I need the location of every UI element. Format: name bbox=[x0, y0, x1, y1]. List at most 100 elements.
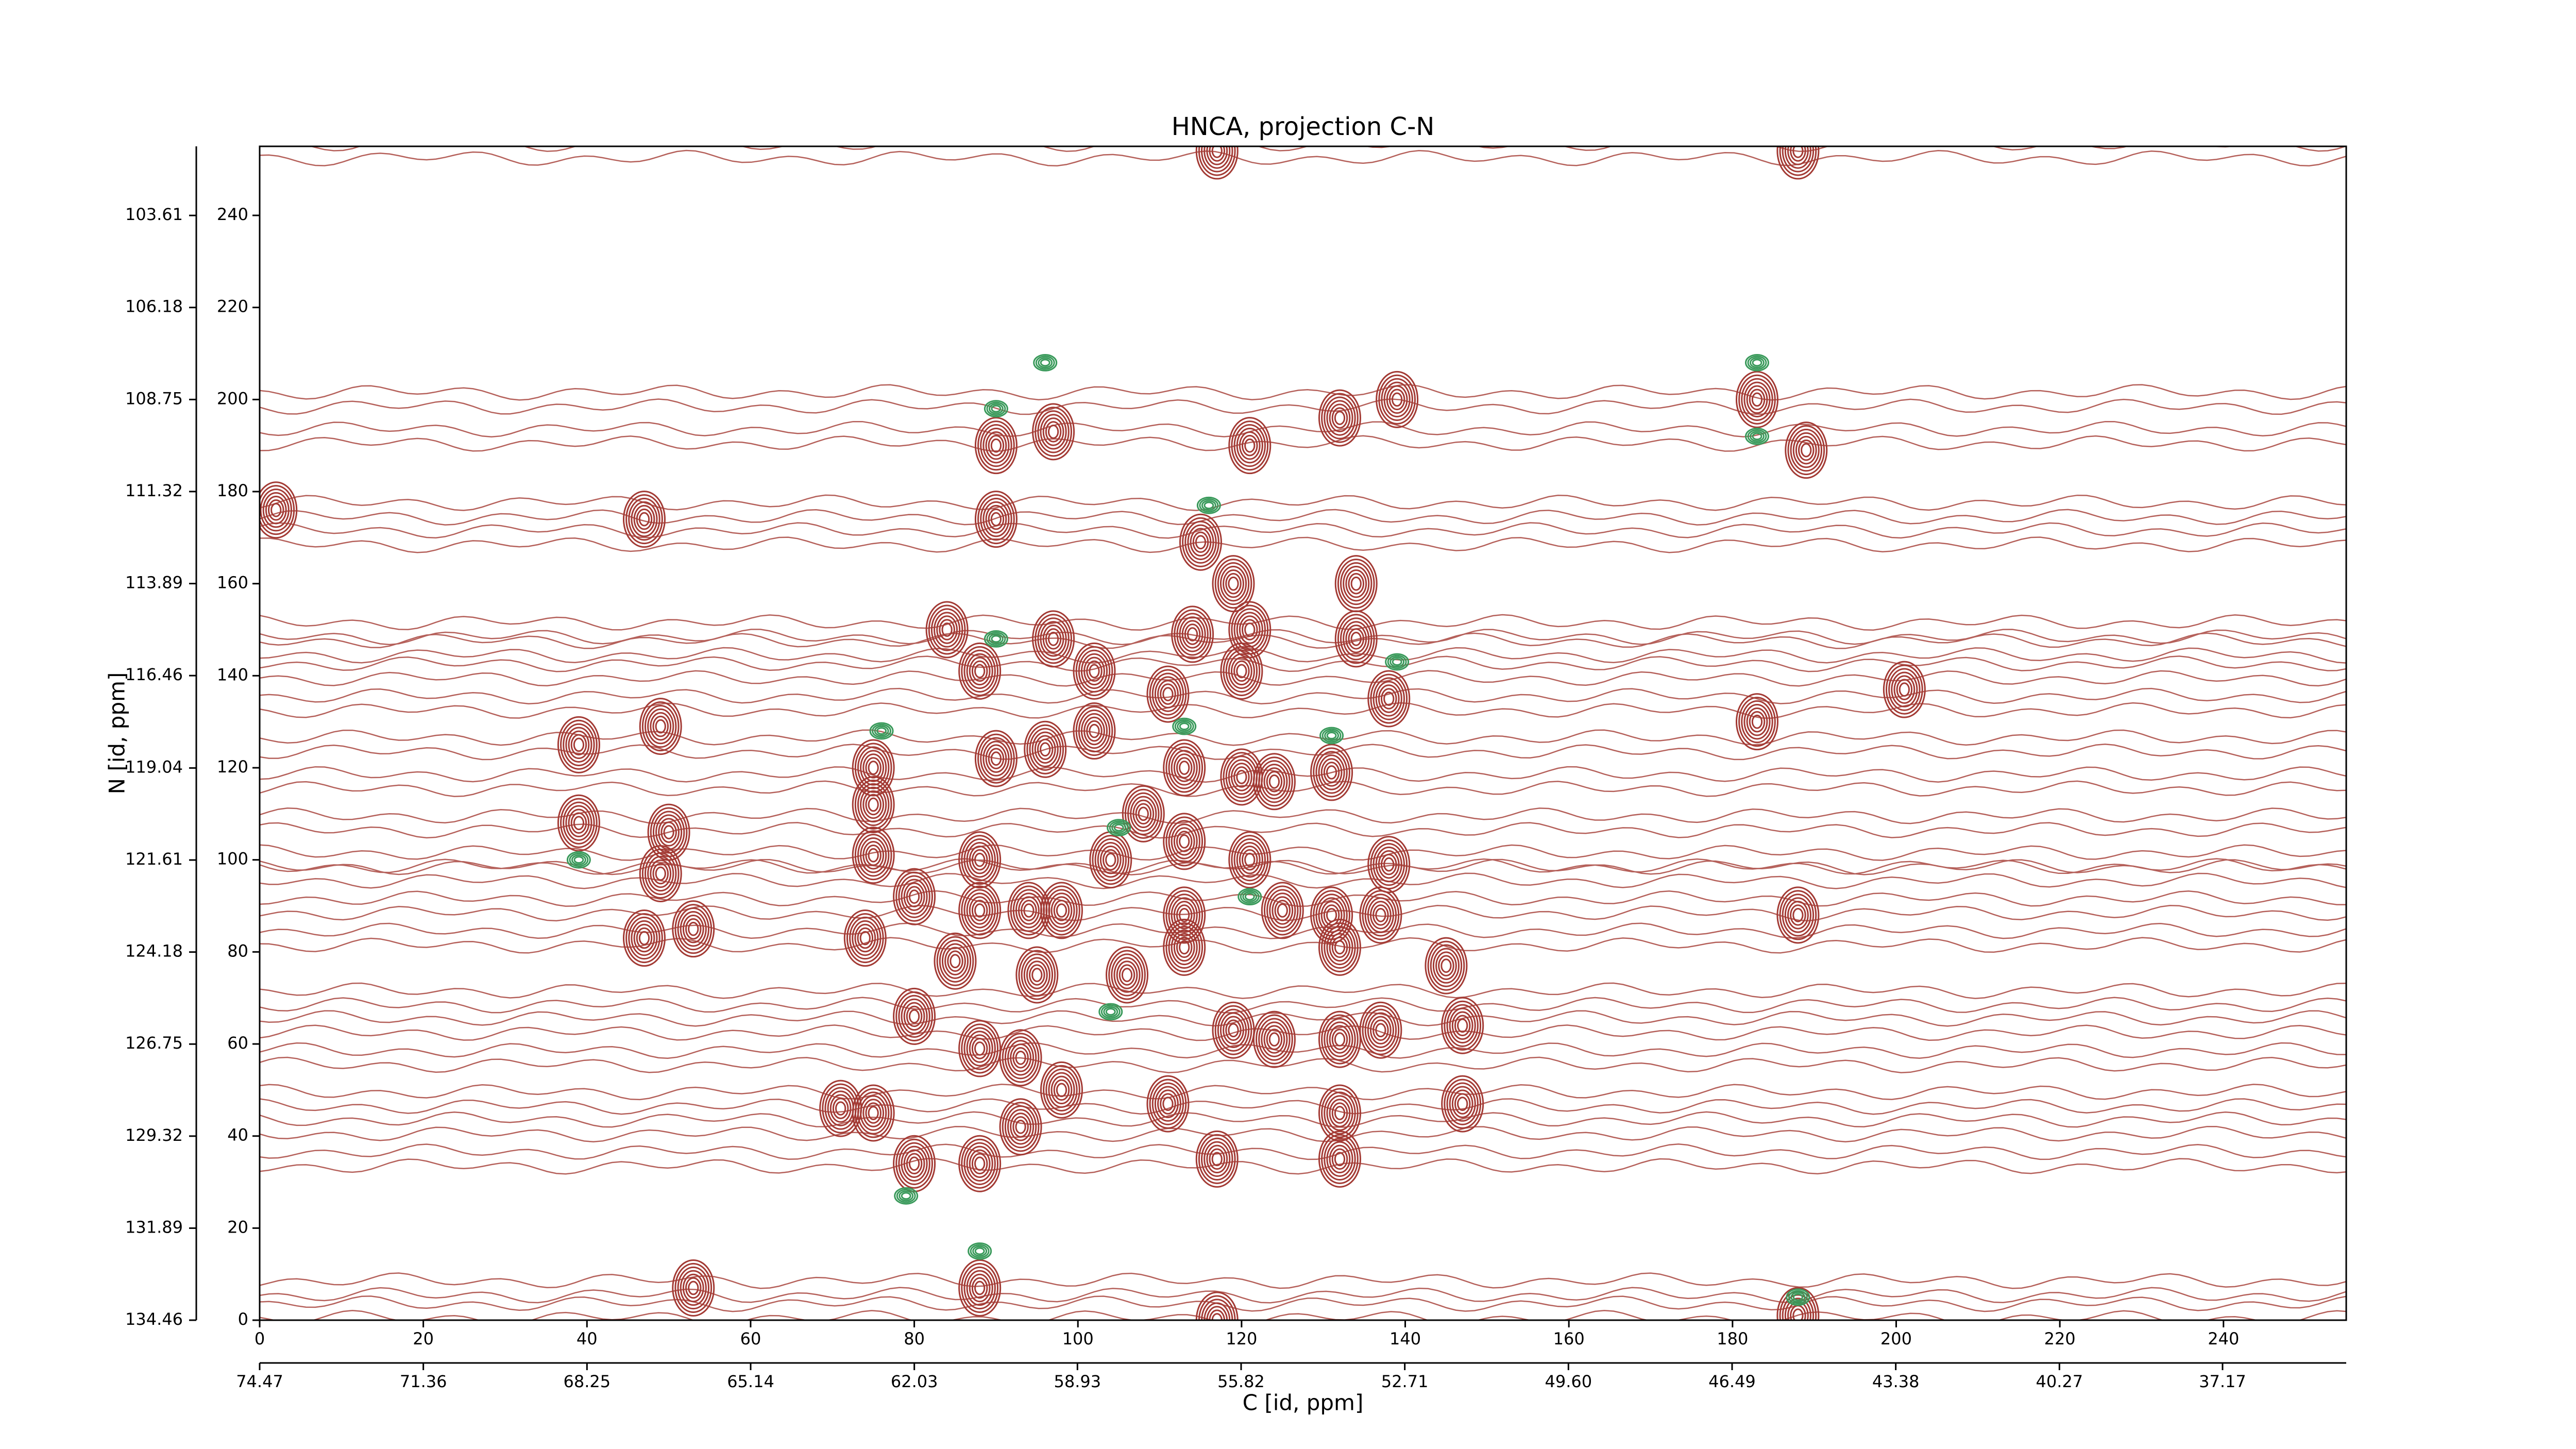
contour-ring bbox=[1099, 845, 1122, 874]
contour-ring bbox=[1236, 612, 1263, 648]
contour-ring bbox=[854, 743, 892, 793]
contour-ring bbox=[1231, 420, 1269, 471]
contour-ring bbox=[1162, 1097, 1174, 1111]
y2-tick-label: 116.46 bbox=[125, 665, 183, 684]
y2-tick-label: 119.04 bbox=[125, 757, 183, 777]
band-line bbox=[260, 744, 2346, 761]
contour-ring bbox=[852, 827, 895, 884]
contour-ring bbox=[1364, 1008, 1397, 1052]
contour-ring bbox=[868, 1106, 879, 1120]
contour-ring bbox=[895, 871, 933, 922]
contour-ring bbox=[680, 911, 707, 947]
contour-ring bbox=[1784, 146, 1811, 169]
contour-ring bbox=[1364, 894, 1397, 937]
contour-ring bbox=[1331, 407, 1348, 429]
peak bbox=[1425, 937, 1468, 995]
peak bbox=[974, 730, 1018, 787]
contour-ring bbox=[1331, 1029, 1348, 1050]
peak bbox=[1073, 702, 1116, 760]
contour-ring bbox=[1187, 627, 1198, 642]
contour-ring bbox=[1891, 671, 1918, 707]
contour-ring bbox=[1223, 1016, 1244, 1044]
contour-ring bbox=[862, 753, 885, 782]
peak bbox=[1098, 1003, 1123, 1021]
contour-ring bbox=[958, 642, 1002, 700]
peak bbox=[999, 1029, 1042, 1087]
contour-ring bbox=[655, 866, 666, 881]
y2-tick-label: 111.32 bbox=[125, 481, 183, 500]
contour-ring bbox=[1228, 653, 1255, 689]
contour-ring bbox=[1383, 692, 1395, 706]
contour-ring bbox=[893, 868, 936, 925]
band-line bbox=[260, 522, 2346, 539]
contour-ring bbox=[1219, 565, 1247, 602]
contour-ring bbox=[868, 848, 879, 863]
contour-ring bbox=[966, 841, 993, 878]
peak bbox=[1334, 610, 1378, 668]
contour-ring bbox=[934, 932, 977, 990]
contour-ring bbox=[1040, 621, 1067, 657]
contour-ring bbox=[1337, 614, 1375, 664]
contour-ring bbox=[901, 998, 928, 1035]
contour-ring bbox=[1118, 964, 1136, 986]
contour-ring bbox=[1320, 901, 1343, 930]
contour-ring bbox=[1233, 660, 1250, 682]
contour-ring bbox=[1784, 1298, 1811, 1320]
contour-ring bbox=[1236, 841, 1263, 878]
contour-ring bbox=[1176, 757, 1193, 779]
contour-ring bbox=[971, 849, 988, 871]
peak bbox=[1367, 836, 1411, 894]
peak bbox=[1163, 886, 1206, 944]
contour-ring bbox=[1310, 744, 1353, 801]
contour-ring bbox=[1318, 1130, 1361, 1188]
contour-ring bbox=[1171, 929, 1198, 966]
contour-ring bbox=[1440, 958, 1452, 973]
contour-ring bbox=[639, 698, 682, 755]
contour-ring bbox=[1201, 500, 1216, 511]
contour-ring bbox=[1310, 886, 1353, 944]
band-line bbox=[260, 766, 2346, 783]
peak bbox=[1024, 720, 1067, 778]
contour-ring bbox=[1241, 849, 1258, 871]
contour-ring bbox=[1369, 901, 1392, 930]
contour-ring bbox=[1146, 1075, 1190, 1133]
contour-ring bbox=[1228, 417, 1272, 475]
contour-ring bbox=[1457, 1097, 1468, 1111]
contour-ring bbox=[1089, 664, 1100, 679]
peak bbox=[639, 698, 682, 755]
x2-tick-label: 40.27 bbox=[2036, 1372, 2083, 1391]
contour-ring bbox=[835, 1101, 846, 1116]
contour-ring bbox=[1321, 1134, 1359, 1184]
contour-ring bbox=[1171, 897, 1198, 933]
contour-ring bbox=[570, 812, 587, 834]
contour-ring bbox=[982, 501, 1010, 537]
contour-ring bbox=[650, 712, 672, 741]
x2-tick-label: 58.93 bbox=[1054, 1372, 1101, 1391]
contour-ring bbox=[1012, 1116, 1029, 1138]
contour-ring bbox=[1375, 846, 1402, 883]
contour-ring bbox=[977, 420, 1015, 471]
contour-ring bbox=[908, 1009, 920, 1024]
contour-ring bbox=[1268, 1032, 1280, 1047]
contour-ring bbox=[1056, 903, 1067, 918]
contour-ring bbox=[638, 512, 650, 527]
contour-ring bbox=[1004, 1105, 1037, 1149]
contour-ring bbox=[1324, 1137, 1356, 1181]
peak bbox=[1334, 555, 1378, 613]
contour-ring bbox=[1223, 569, 1244, 598]
contour-ring bbox=[1100, 1004, 1121, 1019]
contour-ring bbox=[1204, 501, 1214, 510]
contour-ring bbox=[1348, 572, 1365, 595]
y-tick-label: 120 bbox=[217, 757, 248, 777]
contour-ring bbox=[647, 708, 674, 745]
y2-tick-label: 134.46 bbox=[125, 1309, 183, 1329]
contour-ring bbox=[568, 808, 590, 837]
contour-ring bbox=[1124, 788, 1162, 839]
contour-ring bbox=[1743, 703, 1771, 740]
x-tick-label: 40 bbox=[577, 1329, 598, 1349]
peak bbox=[622, 491, 666, 548]
contour-ring bbox=[1073, 702, 1116, 760]
contour-ring bbox=[1749, 357, 1765, 368]
contour-ring bbox=[860, 786, 887, 823]
peak bbox=[1359, 886, 1402, 944]
